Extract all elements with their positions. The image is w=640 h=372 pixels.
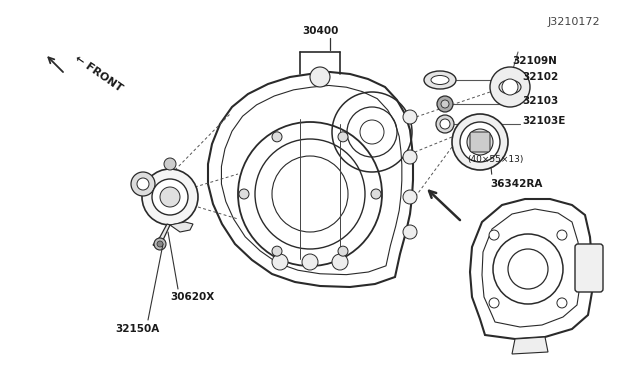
Circle shape: [489, 298, 499, 308]
Circle shape: [436, 115, 454, 133]
Circle shape: [403, 225, 417, 239]
FancyBboxPatch shape: [575, 244, 603, 292]
Circle shape: [441, 100, 449, 108]
Circle shape: [302, 254, 318, 270]
Text: 32109N: 32109N: [512, 56, 557, 66]
Circle shape: [440, 119, 450, 129]
Polygon shape: [170, 222, 193, 232]
Circle shape: [489, 230, 499, 240]
Text: ← FRONT: ← FRONT: [73, 54, 124, 94]
Circle shape: [272, 246, 282, 256]
Text: 32102: 32102: [522, 72, 558, 82]
Circle shape: [403, 190, 417, 204]
Circle shape: [272, 132, 282, 142]
Text: 30400: 30400: [302, 26, 339, 36]
Circle shape: [164, 158, 176, 170]
Ellipse shape: [499, 80, 521, 94]
Circle shape: [557, 298, 567, 308]
Circle shape: [131, 172, 155, 196]
FancyBboxPatch shape: [470, 132, 490, 152]
Circle shape: [142, 169, 198, 225]
Ellipse shape: [424, 71, 456, 89]
Polygon shape: [470, 199, 592, 339]
Circle shape: [239, 189, 249, 199]
Circle shape: [137, 178, 149, 190]
Polygon shape: [208, 72, 413, 287]
Circle shape: [452, 114, 508, 170]
Polygon shape: [512, 337, 548, 354]
Circle shape: [371, 189, 381, 199]
Circle shape: [157, 241, 163, 247]
Circle shape: [338, 246, 348, 256]
Polygon shape: [153, 224, 170, 247]
Circle shape: [502, 79, 518, 95]
Circle shape: [557, 230, 567, 240]
Ellipse shape: [431, 76, 449, 84]
Circle shape: [332, 254, 348, 270]
Circle shape: [310, 67, 330, 87]
Circle shape: [467, 129, 493, 155]
Text: 32150A: 32150A: [115, 324, 159, 334]
Circle shape: [160, 187, 180, 207]
Text: 36342RA: 36342RA: [490, 179, 542, 189]
Circle shape: [490, 67, 530, 107]
Circle shape: [338, 132, 348, 142]
Circle shape: [403, 150, 417, 164]
Text: 32103E: 32103E: [522, 116, 565, 126]
Text: J3210172: J3210172: [547, 17, 600, 27]
Circle shape: [272, 254, 288, 270]
Circle shape: [437, 96, 453, 112]
Circle shape: [460, 122, 500, 162]
Text: 30620X: 30620X: [170, 292, 214, 302]
Text: 32103: 32103: [522, 96, 558, 106]
Circle shape: [154, 238, 166, 250]
Circle shape: [152, 179, 188, 215]
Circle shape: [403, 110, 417, 124]
Text: (40×55×13): (40×55×13): [467, 155, 524, 164]
